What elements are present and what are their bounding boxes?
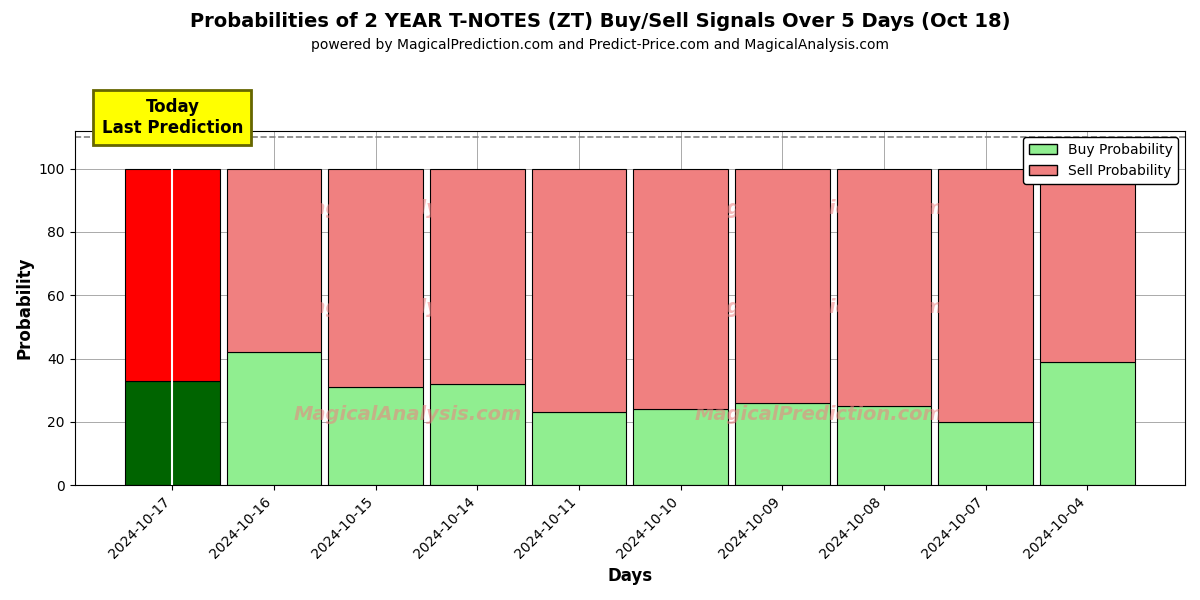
Bar <box>736 403 829 485</box>
Bar <box>938 422 1033 485</box>
Bar <box>125 169 220 380</box>
Legend: Buy Probability, Sell Probability: Buy Probability, Sell Probability <box>1024 137 1178 184</box>
Text: MagicalAnalysis.com: MagicalAnalysis.com <box>294 199 522 218</box>
Bar <box>1040 362 1134 485</box>
Bar <box>329 387 422 485</box>
Text: MagicalPrediction.com: MagicalPrediction.com <box>694 405 943 424</box>
Text: Today
Last Prediction: Today Last Prediction <box>102 98 244 137</box>
X-axis label: Days: Days <box>607 567 653 585</box>
Bar <box>1040 169 1134 362</box>
Bar <box>227 352 322 485</box>
Text: Probabilities of 2 YEAR T-NOTES (ZT) Buy/Sell Signals Over 5 Days (Oct 18): Probabilities of 2 YEAR T-NOTES (ZT) Buy… <box>190 12 1010 31</box>
Bar <box>836 406 931 485</box>
Text: MagicalAnalysis.com: MagicalAnalysis.com <box>294 298 522 317</box>
Bar <box>634 169 728 409</box>
Bar <box>532 412 626 485</box>
Text: MagicalPrediction.com: MagicalPrediction.com <box>694 298 943 317</box>
Bar <box>836 169 931 406</box>
Bar <box>430 169 524 384</box>
Text: MagicalAnalysis.com: MagicalAnalysis.com <box>294 405 522 424</box>
Bar <box>938 169 1033 422</box>
Bar <box>532 169 626 412</box>
Bar <box>125 380 220 485</box>
Text: MagicalPrediction.com: MagicalPrediction.com <box>694 199 943 218</box>
Bar <box>736 169 829 403</box>
Bar <box>329 169 422 387</box>
Bar <box>227 169 322 352</box>
Text: powered by MagicalPrediction.com and Predict-Price.com and MagicalAnalysis.com: powered by MagicalPrediction.com and Pre… <box>311 38 889 52</box>
Bar <box>430 384 524 485</box>
Y-axis label: Probability: Probability <box>16 257 34 359</box>
Bar <box>634 409 728 485</box>
